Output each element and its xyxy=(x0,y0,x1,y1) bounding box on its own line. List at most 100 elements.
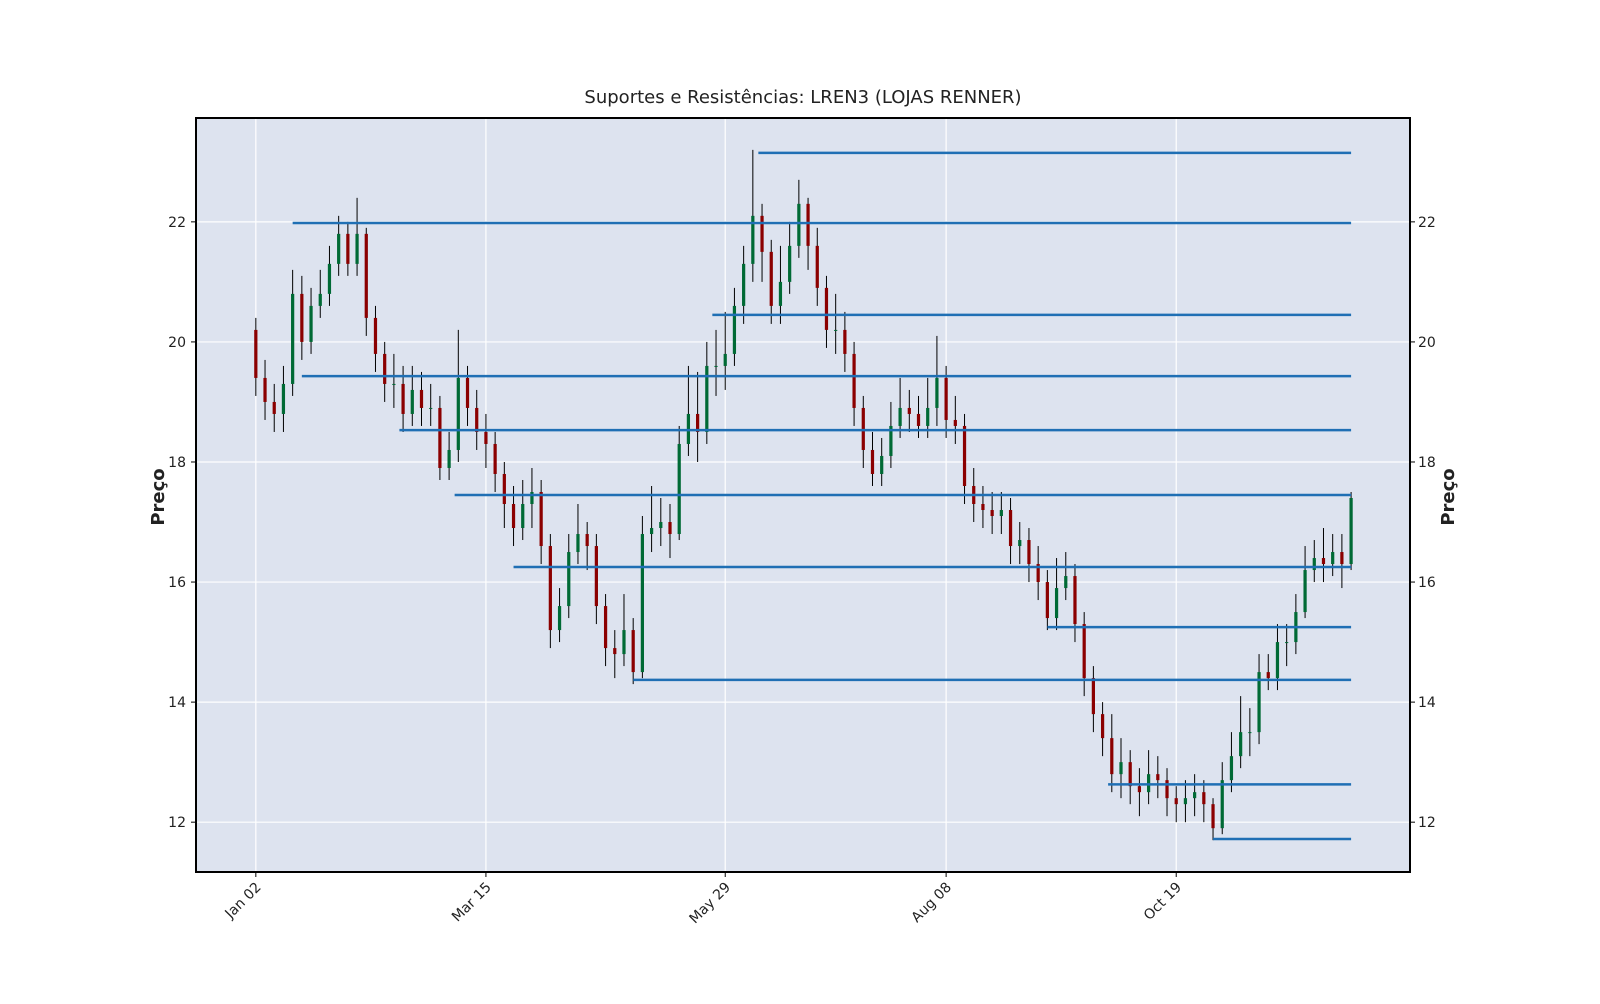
candle-body xyxy=(1349,498,1353,565)
candle-body xyxy=(1183,798,1188,805)
candle-body xyxy=(548,546,552,631)
candle-body xyxy=(1211,804,1215,829)
candle-body xyxy=(557,606,562,631)
candle-body xyxy=(649,528,654,535)
candle-body xyxy=(1266,672,1270,679)
candle-body xyxy=(539,491,543,547)
candle-body xyxy=(723,353,727,366)
candle-body xyxy=(990,510,994,517)
candle-body xyxy=(1156,774,1160,781)
candle-body xyxy=(953,419,957,426)
candle-body xyxy=(769,251,773,306)
candle-body xyxy=(300,293,304,342)
candle-body xyxy=(364,233,368,318)
y-axis-label: Preço xyxy=(148,468,169,525)
candle-body xyxy=(1239,732,1243,757)
candle-body xyxy=(1321,558,1326,565)
candle-body xyxy=(1045,582,1049,619)
candle-body xyxy=(760,215,764,252)
candle-body xyxy=(843,329,847,354)
candle-body xyxy=(981,504,985,511)
candle-body xyxy=(732,305,737,354)
candle-body xyxy=(1027,540,1031,565)
y2-axis-label: Preço xyxy=(1438,468,1459,525)
candle-body xyxy=(1091,678,1095,715)
candle-body xyxy=(1193,792,1197,799)
candle-body xyxy=(834,329,838,331)
x-tick-label: Jan 02 xyxy=(222,880,265,923)
candle-body xyxy=(1128,762,1132,787)
candle-body xyxy=(281,383,286,414)
candle-body xyxy=(1331,552,1335,565)
candle-body xyxy=(419,389,424,408)
candle-body xyxy=(898,407,902,426)
candle-body xyxy=(1018,540,1022,547)
plot-frame xyxy=(195,117,1411,873)
candle-body xyxy=(272,401,276,414)
candle-body xyxy=(944,377,948,420)
candle-body xyxy=(383,353,387,384)
candle-body xyxy=(696,413,700,432)
candle-body xyxy=(1100,714,1105,739)
candle-body xyxy=(870,449,875,474)
candle-body xyxy=(631,630,635,673)
candle-body xyxy=(659,522,663,529)
candle-body xyxy=(576,534,580,553)
candle-body xyxy=(824,287,829,330)
candle-body xyxy=(1229,756,1234,781)
candle-body xyxy=(1110,738,1114,775)
y-tick-label: 16 xyxy=(168,575,186,591)
y2-tick-label: 12 xyxy=(1418,815,1436,831)
candle-body xyxy=(484,431,488,444)
candle-body xyxy=(447,449,451,468)
candle-body xyxy=(907,407,911,414)
y2-tick-label: 20 xyxy=(1418,335,1436,351)
y2-tick-label: 18 xyxy=(1418,455,1436,471)
x-tick-label: Mar 15 xyxy=(449,880,495,926)
candle-body xyxy=(346,233,350,264)
candle-body xyxy=(465,377,470,408)
candle-body xyxy=(1036,564,1040,583)
candle-body xyxy=(1165,780,1169,799)
candle-body xyxy=(705,365,709,432)
candle-body xyxy=(1202,792,1206,805)
y-tick-label: 20 xyxy=(168,335,186,351)
candle-body xyxy=(318,293,322,306)
candle-body xyxy=(456,377,460,450)
candle-body xyxy=(521,504,525,529)
chart-title: Suportes e Resistências: LREN3 (LOJAS RE… xyxy=(584,87,1021,108)
candle-body xyxy=(475,407,479,432)
candle-body xyxy=(511,504,516,529)
candle-body xyxy=(889,425,893,456)
candle-body xyxy=(410,389,414,414)
candle-body xyxy=(1054,588,1059,619)
candle-body xyxy=(962,425,967,486)
candle-body xyxy=(640,534,645,673)
x-tick-label: Oct 19 xyxy=(1141,880,1185,924)
candle-body xyxy=(585,534,589,547)
candle-body xyxy=(493,443,497,474)
candle-body xyxy=(1275,642,1280,679)
y2-tick-label: 22 xyxy=(1418,215,1436,231)
candle-body xyxy=(714,365,718,367)
candle-body xyxy=(622,630,626,655)
candle-body xyxy=(1064,576,1068,589)
y-tick-label: 22 xyxy=(168,215,186,231)
candle-body xyxy=(401,383,405,414)
candle-body xyxy=(429,407,433,409)
candle-body xyxy=(1248,732,1252,734)
candle-body xyxy=(1340,552,1344,565)
candle-body xyxy=(309,305,313,342)
candle-body xyxy=(1008,510,1013,547)
candle-body xyxy=(613,648,617,655)
candle-body xyxy=(815,245,819,288)
candle-body xyxy=(668,522,672,535)
y2-tick-label: 14 xyxy=(1418,695,1436,711)
candle-body xyxy=(438,407,442,468)
x-tick-label: Aug 08 xyxy=(909,880,955,926)
candle-body xyxy=(751,215,755,264)
candle-body xyxy=(1119,762,1123,775)
candle-body xyxy=(603,606,608,649)
y-tick-label: 14 xyxy=(168,695,186,711)
